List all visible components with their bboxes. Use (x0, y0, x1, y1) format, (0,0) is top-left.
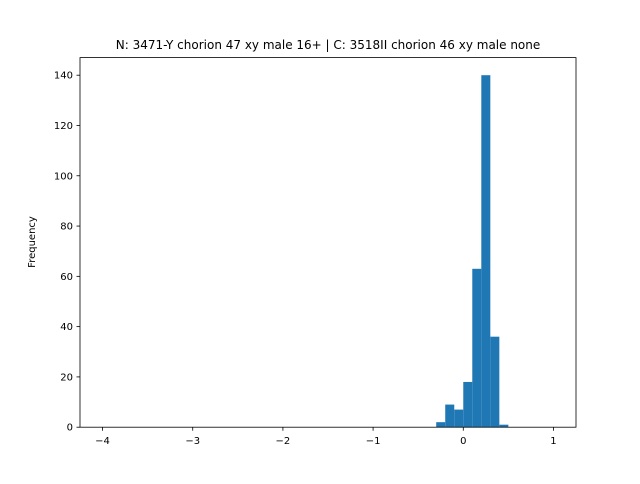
y-tick-label: 100 (54, 171, 73, 182)
y-tick-label: 120 (54, 121, 73, 132)
x-tick-label: −2 (276, 436, 291, 447)
bar (454, 409, 464, 428)
bar (472, 268, 482, 428)
x-tick-label: 0 (460, 436, 466, 447)
y-tick-label: 80 (60, 222, 73, 233)
chart-title: N: 3471-Y chorion 47 xy male 16+ | C: 35… (116, 38, 541, 52)
bar (499, 424, 509, 428)
bar (463, 381, 473, 428)
x-tick-label: 1 (550, 436, 556, 447)
y-tick-label: 0 (67, 423, 73, 434)
y-tick-label: 20 (60, 372, 73, 383)
x-tick-label: −3 (185, 436, 200, 447)
x-tick-label: −1 (366, 436, 381, 447)
y-tick-label: 60 (60, 272, 73, 283)
y-tick-label: 140 (54, 71, 73, 82)
y-axis-label: Frequency (27, 216, 38, 268)
bar (490, 336, 500, 428)
x-tick-label: −4 (95, 436, 110, 447)
bar (481, 75, 491, 428)
axes-frame (79, 57, 577, 428)
bar (445, 404, 455, 428)
bar (436, 422, 446, 428)
y-tick-label: 40 (60, 322, 73, 333)
